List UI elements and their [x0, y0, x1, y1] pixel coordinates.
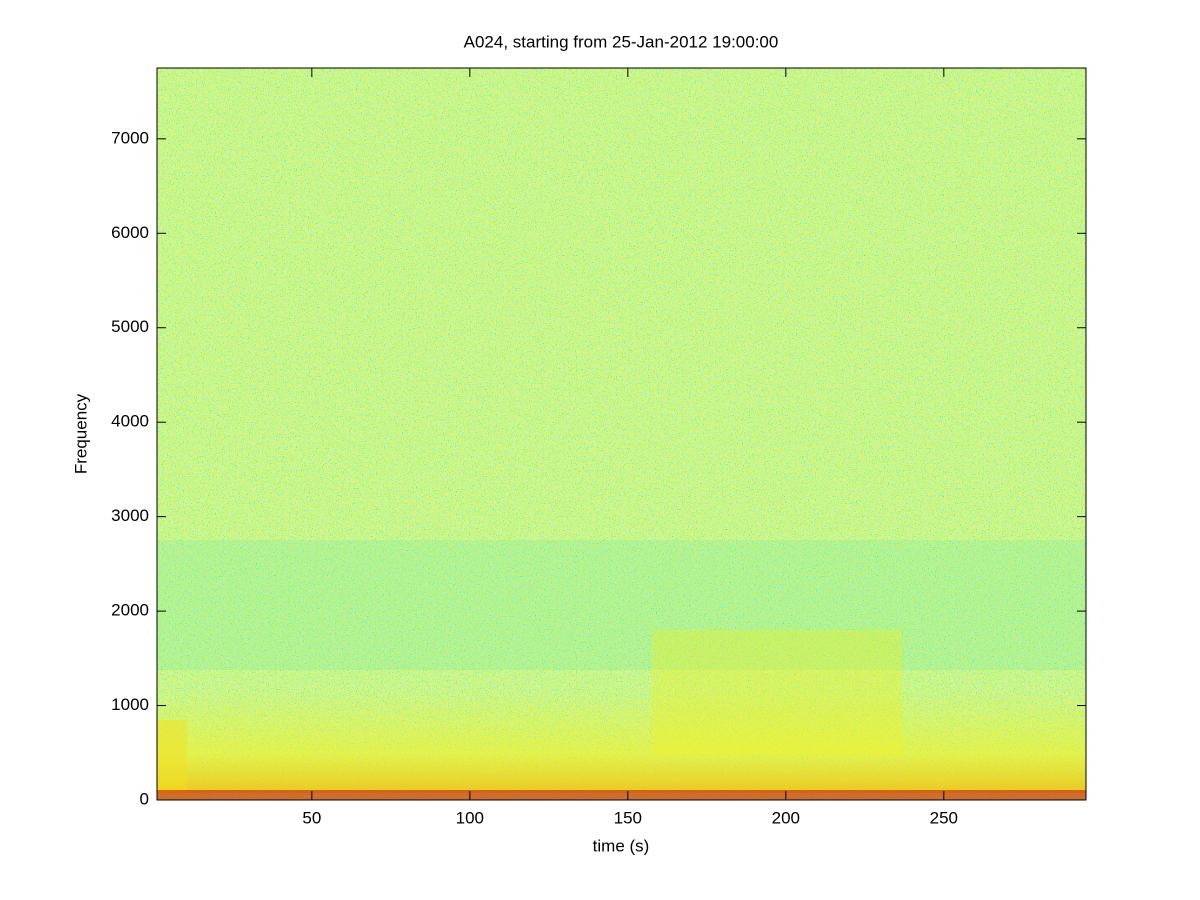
spectrogram-image	[157, 68, 1086, 800]
low-energy-band	[157, 540, 1086, 670]
spectrogram-noise	[157, 68, 1086, 800]
x-axis-label: time (s)	[593, 836, 650, 855]
y-tick-label: 5000	[111, 317, 149, 336]
y-axis-label: Frequency	[71, 393, 90, 474]
axes-box	[156, 67, 1087, 801]
y-tick-label: 0	[140, 789, 149, 808]
x-tick-label: 100	[456, 808, 484, 827]
x-tick-label: 200	[772, 808, 800, 827]
y-tick-label: 4000	[111, 412, 149, 431]
base-strip	[157, 790, 1086, 800]
x-tick-label: 150	[614, 808, 642, 827]
y-tick-label: 7000	[111, 128, 149, 147]
x-tick-label: 250	[930, 808, 958, 827]
y-tick-label: 6000	[111, 223, 149, 242]
chart-title: A024, starting from 25-Jan-2012 19:00:00	[464, 32, 779, 51]
y-tick-label: 3000	[111, 506, 149, 525]
y-tick-label: 1000	[111, 695, 149, 714]
x-tick-label: 50	[302, 808, 321, 827]
low-frequency-band	[157, 690, 1086, 793]
y-tick-label: 2000	[111, 601, 149, 620]
onset-region	[157, 720, 187, 795]
